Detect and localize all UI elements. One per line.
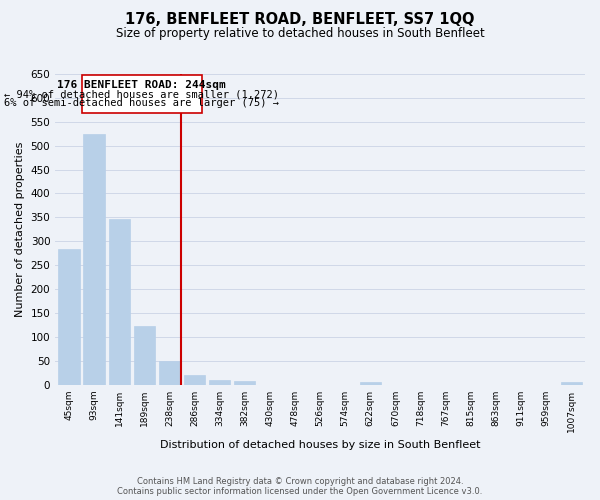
Bar (134, 326, 155, 384)
Bar (560, 382, 582, 384)
Bar (159, 362, 180, 384)
Bar (58, 249, 80, 384)
Text: Size of property relative to detached houses in South Benfleet: Size of property relative to detached ho… (116, 28, 484, 40)
Text: 176, BENFLEET ROAD, BENFLEET, SS7 1QQ: 176, BENFLEET ROAD, BENFLEET, SS7 1QQ (125, 12, 475, 28)
Text: Contains HM Land Registry data © Crown copyright and database right 2024.: Contains HM Land Registry data © Crown c… (137, 477, 463, 486)
Bar (83, 134, 105, 384)
Bar (184, 375, 205, 384)
Bar (209, 380, 230, 384)
Bar (359, 382, 381, 384)
X-axis label: Distribution of detached houses by size in South Benfleet: Distribution of detached houses by size … (160, 440, 481, 450)
FancyBboxPatch shape (82, 75, 202, 113)
Bar (109, 219, 130, 384)
Y-axis label: Number of detached properties: Number of detached properties (15, 142, 25, 317)
Text: 176 BENFLEET ROAD: 244sqm: 176 BENFLEET ROAD: 244sqm (57, 80, 226, 90)
Text: Contains public sector information licensed under the Open Government Licence v3: Contains public sector information licen… (118, 487, 482, 496)
Bar (234, 381, 256, 384)
Text: ← 94% of detached houses are smaller (1,272): ← 94% of detached houses are smaller (1,… (4, 90, 279, 100)
Text: 6% of semi-detached houses are larger (75) →: 6% of semi-detached houses are larger (7… (4, 98, 279, 108)
